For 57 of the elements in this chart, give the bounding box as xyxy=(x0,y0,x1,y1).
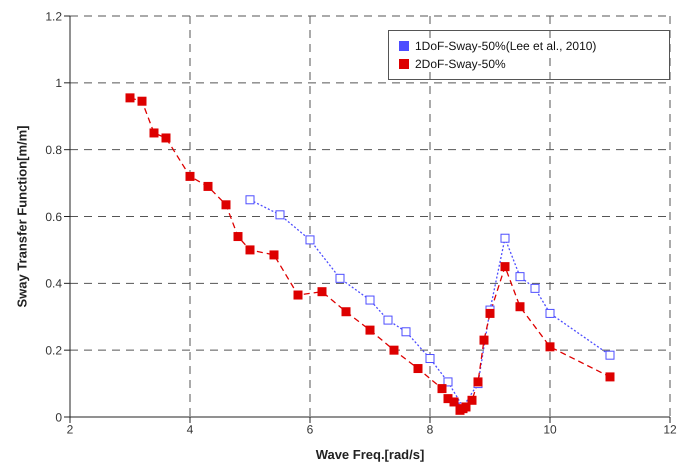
point xyxy=(468,396,476,405)
point xyxy=(500,262,510,272)
point xyxy=(546,308,554,318)
point xyxy=(384,316,392,325)
point xyxy=(444,377,452,386)
point xyxy=(414,364,422,374)
point xyxy=(402,327,410,336)
point xyxy=(546,342,554,352)
y-tick-label: 0.4 xyxy=(45,276,62,291)
point xyxy=(342,307,350,316)
x-tick-label: 2 xyxy=(66,422,74,437)
point xyxy=(246,245,254,254)
legend-label: 1DoF-Sway-50%(Lee et al., 2010) xyxy=(413,39,598,53)
point xyxy=(462,402,470,412)
y-tick-label: 0.6 xyxy=(45,210,62,224)
y-axis-title: Sway Transfer Function[m/m] xyxy=(14,125,30,308)
x-tick-label: 10 xyxy=(543,422,557,437)
y-tick-label: 0.2 xyxy=(45,343,62,358)
point xyxy=(162,133,170,142)
point xyxy=(150,128,158,138)
legend-label: 2DoF-Sway-50% xyxy=(413,57,508,71)
y-tick-label: 1 xyxy=(55,76,62,90)
point xyxy=(138,96,146,106)
point xyxy=(366,296,374,305)
point xyxy=(246,195,254,204)
x-tick-label: 12 xyxy=(663,422,677,437)
point xyxy=(276,210,284,220)
x-tick-label: 6 xyxy=(306,422,314,437)
x-axis-title: Wave Freq.[rad/s] xyxy=(316,447,424,462)
point xyxy=(606,372,614,382)
point xyxy=(126,93,134,102)
point xyxy=(450,397,458,406)
point xyxy=(270,250,278,260)
point xyxy=(234,232,242,242)
point xyxy=(366,326,374,335)
y-tick-label: 0.8 xyxy=(45,142,62,157)
point xyxy=(426,354,434,364)
point xyxy=(606,350,614,360)
x-tick-label: 4 xyxy=(186,422,194,437)
point xyxy=(516,302,524,312)
y-tick-label: 1.2 xyxy=(45,9,62,24)
x-tick-label: 8 xyxy=(426,422,434,437)
point xyxy=(186,172,194,181)
point xyxy=(222,200,230,210)
point xyxy=(480,336,488,345)
y-tick-label: 0 xyxy=(55,410,62,424)
point xyxy=(438,384,446,394)
point xyxy=(486,308,494,318)
point xyxy=(336,274,344,283)
point xyxy=(294,290,302,300)
point xyxy=(500,234,510,243)
point xyxy=(306,235,314,244)
point xyxy=(530,284,540,293)
point xyxy=(390,346,398,355)
point xyxy=(204,182,212,191)
point xyxy=(318,287,326,296)
point xyxy=(516,272,524,282)
